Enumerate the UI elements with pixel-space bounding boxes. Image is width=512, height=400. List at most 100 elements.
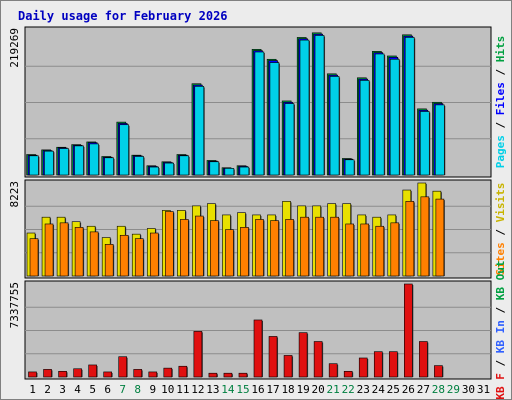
- bar-visits-sites-sites-6: [104, 244, 114, 277]
- x-tick-label-17: 17: [266, 383, 279, 396]
- bar-hits-files-pages-pages-13: [209, 161, 220, 176]
- bar-visits-sites-sites-28: [435, 198, 445, 277]
- legend-entry-hits-files-pages-0: Pages: [494, 135, 507, 168]
- bar-hits-files-pages-pages-27: [419, 111, 430, 176]
- x-tick-label-12: 12: [191, 383, 204, 396]
- bar-visits-sites-sites-22: [345, 223, 354, 277]
- bar-kb-in-out-kb-f-24: [373, 351, 383, 378]
- bar-hits-files-pages-pages-19: [299, 39, 310, 176]
- bar-hits-files-pages-pages-25: [389, 58, 400, 176]
- legend-entry-hits-files-pages-2: Files: [494, 82, 507, 115]
- x-tick-label-2: 2: [44, 383, 51, 396]
- bar-hits-files-pages-pages-22: [344, 159, 355, 176]
- x-tick-label-10: 10: [161, 383, 174, 396]
- x-tick-label-28: 28: [432, 383, 445, 396]
- bar-kb-in-out-kb-f-4: [73, 368, 82, 378]
- bar-hits-files-pages-pages-18: [284, 103, 295, 176]
- legend-entry-hits-files-pages-4: Hits: [494, 36, 507, 63]
- bar-kb-in-out-kb-f-1: [28, 371, 37, 378]
- legend-entry-visits-sites-0: Sites: [494, 242, 507, 275]
- bar-visits-sites-sites-1: [29, 238, 39, 277]
- x-tick-label-6: 6: [104, 383, 111, 396]
- legend-entry-kb-in-out-1: /: [494, 353, 507, 373]
- x-tick-label-30: 30: [462, 383, 475, 396]
- x-tick-label-3: 3: [59, 383, 66, 396]
- legend-entry-kb-in-out-2: KB In: [494, 320, 507, 353]
- bar-hits-files-pages-pages-21: [329, 76, 340, 176]
- bar-visits-sites-sites-19: [300, 216, 309, 277]
- bar-kb-in-out-kb-f-12: [193, 331, 203, 378]
- bar-kb-in-out-kb-f-19: [298, 332, 308, 378]
- x-tick-label-18: 18: [281, 383, 294, 396]
- bar-visits-sites-sites-12: [195, 215, 204, 277]
- bar-kb-in-out-kb-f-14: [223, 372, 233, 378]
- bar-kb-in-out-kb-f-9: [148, 371, 158, 378]
- bar-hits-files-pages-pages-10: [164, 162, 175, 176]
- legend-kb-in-out: KB F / KB In / KB Out: [494, 260, 507, 399]
- bar-visits-sites-sites-23: [360, 223, 370, 277]
- x-tick-label-13: 13: [206, 383, 219, 396]
- bar-kb-in-out-kb-f-20: [313, 341, 323, 378]
- bar-kb-in-out-kb-f-18: [283, 355, 293, 378]
- bar-visits-sites-sites-8: [134, 238, 144, 277]
- legend-entry-kb-in-out-0: KB F: [494, 373, 507, 400]
- bar-visits-sites-sites-18: [285, 219, 294, 277]
- x-tick-label-27: 27: [417, 383, 430, 396]
- bar-visits-sites-sites-20: [315, 216, 324, 277]
- bar-visits-sites-sites-14: [225, 229, 234, 277]
- bar-kb-in-out-kb-f-8: [133, 369, 143, 378]
- x-tick-label-21: 21: [327, 383, 340, 396]
- bar-visits-sites-sites-21: [330, 216, 339, 277]
- bar-visits-sites-sites-16: [255, 219, 264, 277]
- y-max-label-hits-files-pages: 219269: [8, 28, 21, 68]
- legend-entry-hits-files-pages-3: /: [494, 62, 507, 82]
- bar-kb-in-out-kb-f-5: [88, 364, 97, 378]
- bar-visits-sites-sites-26: [405, 201, 415, 277]
- x-tick-label-11: 11: [176, 383, 189, 396]
- bar-hits-files-pages-pages-20: [314, 35, 325, 176]
- bar-kb-in-out-kb-f-25: [388, 351, 398, 378]
- bar-kb-in-out-kb-f-26: [404, 283, 413, 378]
- bar-visits-sites-sites-5: [89, 231, 99, 277]
- bar-hits-files-pages-pages-11: [179, 155, 190, 176]
- bar-visits-sites-sites-7: [119, 234, 129, 277]
- x-tick-label-19: 19: [296, 383, 309, 396]
- bar-kb-in-out-kb-f-17: [268, 336, 278, 378]
- bar-kb-in-out-kb-f-23: [358, 357, 368, 378]
- bar-visits-sites-sites-24: [375, 225, 385, 277]
- bar-hits-files-pages-pages-6: [104, 157, 114, 176]
- x-tick-label-5: 5: [89, 383, 96, 396]
- x-tick-label-4: 4: [74, 383, 81, 396]
- bar-kb-in-out-kb-f-10: [163, 367, 173, 378]
- x-tick-label-25: 25: [387, 383, 400, 396]
- y-max-label-visits-sites: 8223: [8, 181, 21, 208]
- bar-visits-sites-sites-2: [44, 223, 54, 277]
- x-tick-label-23: 23: [357, 383, 370, 396]
- x-tick-label-20: 20: [312, 383, 325, 396]
- bar-visits-sites-sites-13: [210, 220, 219, 277]
- legend-visits-sites: Sites / Visits: [494, 183, 507, 276]
- bar-hits-files-pages-pages-2: [44, 150, 54, 176]
- x-tick-label-9: 9: [149, 383, 156, 396]
- bar-hits-files-pages-pages-28: [434, 104, 445, 176]
- bar-hits-files-pages-pages-17: [269, 62, 280, 176]
- x-tick-label-14: 14: [221, 383, 235, 396]
- bar-kb-in-out-kb-f-16: [253, 319, 263, 378]
- bar-hits-files-pages-pages-15: [239, 166, 250, 176]
- bar-hits-files-pages-pages-16: [254, 51, 265, 176]
- x-tick-label-26: 26: [402, 383, 415, 396]
- bar-kb-in-out-kb-f-15: [238, 372, 248, 378]
- bar-hits-files-pages-pages-26: [404, 37, 415, 176]
- x-tick-label-1: 1: [29, 383, 36, 396]
- bar-hits-files-pages-pages-9: [149, 166, 159, 176]
- x-tick-label-15: 15: [236, 383, 249, 396]
- bar-kb-in-out-kb-f-21: [328, 363, 338, 378]
- y-max-label-kb-in-out: 7337755: [8, 282, 21, 328]
- x-tick-label-24: 24: [372, 383, 386, 396]
- bar-visits-sites-sites-10: [165, 211, 174, 277]
- bar-hits-files-pages-pages-1: [29, 155, 39, 176]
- bar-kb-in-out-kb-f-27: [419, 341, 428, 378]
- bar-visits-sites-sites-11: [180, 219, 189, 277]
- bar-visits-sites-sites-17: [270, 220, 279, 277]
